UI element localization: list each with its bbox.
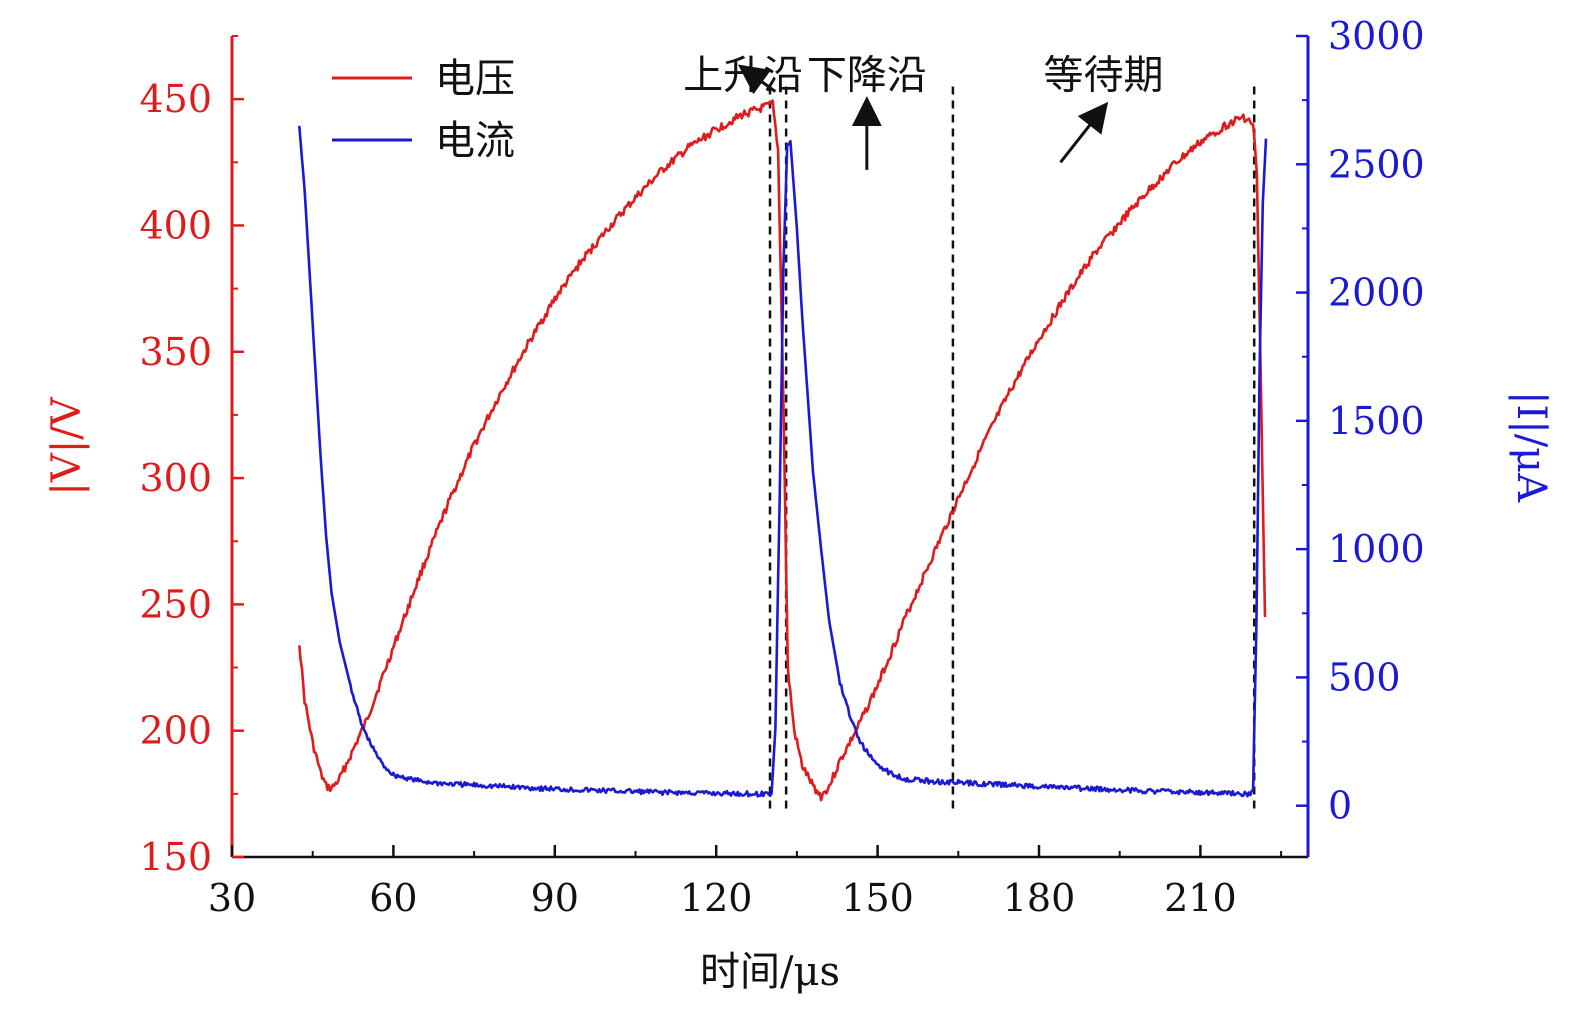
- x-tick-label: 90: [531, 876, 579, 920]
- annotation-label: 上升沿: [683, 52, 803, 98]
- right-tick-label: 2000: [1328, 271, 1425, 315]
- right-tick-label: 500: [1328, 655, 1401, 699]
- x-tick-label: 60: [369, 876, 417, 920]
- annotation-label: 下降沿: [807, 52, 927, 98]
- legend-label: 电流: [435, 118, 515, 164]
- right-tick-label: 1000: [1328, 527, 1425, 571]
- left-tick-label: 150: [139, 835, 212, 879]
- x-tick-label: 180: [1003, 876, 1076, 920]
- series-line-voltage: [298, 99, 1267, 802]
- right-tick-label: 0: [1328, 784, 1352, 828]
- left-tick-label: 300: [139, 456, 212, 500]
- annotation-arrow: [1059, 101, 1109, 164]
- legend-label: 电压: [435, 56, 515, 102]
- right-axis-title: |I|/μA: [1508, 391, 1554, 503]
- left-tick-label: 200: [139, 709, 212, 753]
- x-tick-label: 30: [208, 876, 256, 920]
- right-tick-label: 2500: [1328, 142, 1425, 186]
- left-tick-label: 250: [139, 582, 212, 626]
- left-tick-label: 400: [139, 203, 212, 247]
- right-tick-label: 1500: [1328, 399, 1425, 443]
- left-axis-title: |V|/V: [44, 396, 90, 495]
- series-line-current: [298, 125, 1268, 798]
- x-tick-label: 120: [680, 876, 753, 920]
- left-tick-label: 450: [139, 77, 212, 121]
- annotation-arrow: [737, 64, 777, 95]
- right-tick-label: 3000: [1328, 14, 1425, 58]
- x-tick-label: 210: [1164, 876, 1237, 920]
- left-tick-label: 350: [139, 330, 212, 374]
- x-tick-label: 150: [841, 876, 914, 920]
- x-axis-title: 时间/μs: [700, 949, 840, 995]
- annotation-label: 等待期: [1044, 52, 1164, 98]
